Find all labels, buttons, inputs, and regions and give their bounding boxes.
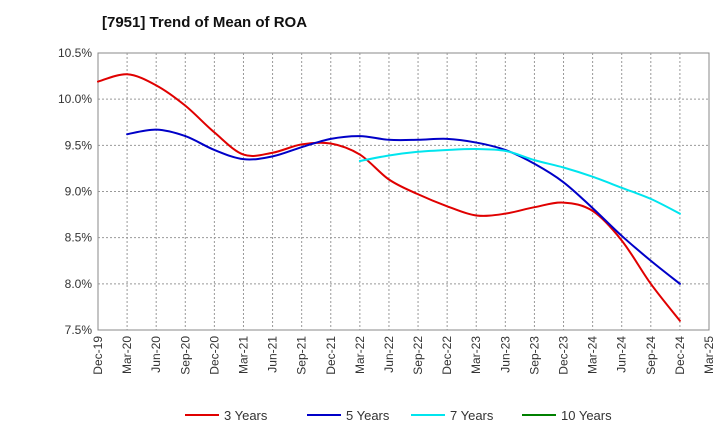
y-axis-ticks: 7.5% 8.0% 8.5% 9.0% 9.5% 10.0% 10.5% (58, 46, 92, 337)
x-tick-label: Jun-20 (149, 336, 163, 373)
series-line-7-years (358, 148, 681, 215)
x-tick-label: Dec-22 (440, 336, 454, 375)
y-tick-label: 10.0% (58, 92, 92, 106)
x-tick-label: Jun-24 (615, 336, 629, 373)
series-line-5-years (126, 128, 681, 285)
x-tick-label: Jun-23 (498, 336, 512, 373)
x-tick-label: Sep-20 (178, 336, 192, 375)
series-line-3-years (97, 73, 681, 322)
y-tick-label: 8.5% (65, 231, 93, 245)
x-tick-label: Dec-20 (207, 336, 221, 375)
chart-title: [7951] Trend of Mean of ROA (102, 14, 308, 31)
x-axis-ticks: Dec-19 Mar-20 Jun-20 Sep-20 Dec-20 Mar-21 Jun-… (91, 336, 716, 375)
legend-label-5-years: 5 Years (346, 408, 390, 423)
legend-label-3-years: 3 Years (224, 408, 268, 423)
y-tick-label: 9.0% (65, 185, 93, 199)
x-tick-label: Mar-20 (120, 336, 134, 374)
legend-label-7-years: 7 Years (450, 408, 494, 423)
x-tick-label: Mar-24 (586, 336, 600, 374)
y-tick-label: 10.5% (58, 46, 92, 60)
legend: 3 Years 5 Years 7 Years 10 Years (185, 408, 612, 423)
x-tick-label: Mar-23 (469, 336, 483, 374)
y-tick-label: 9.5% (65, 138, 93, 152)
x-tick-label: Dec-21 (324, 336, 338, 375)
x-tick-label: Mar-25 (702, 336, 716, 374)
x-tick-label: Sep-22 (411, 336, 425, 375)
x-tick-label: Sep-21 (295, 336, 309, 375)
series-lines (97, 73, 681, 322)
x-tick-label: Mar-21 (236, 336, 250, 374)
legend-label-10-years: 10 Years (561, 408, 612, 423)
x-tick-label: Dec-24 (673, 336, 687, 375)
x-tick-label: Jun-22 (382, 336, 396, 373)
x-tick-label: Dec-23 (557, 336, 571, 375)
y-tick-label: 7.5% (65, 323, 93, 337)
x-tick-label: Mar-22 (353, 336, 367, 374)
x-tick-label: Sep-23 (527, 336, 541, 375)
x-tick-label: Jun-21 (266, 336, 280, 373)
y-gridlines (98, 98, 709, 285)
x-tick-label: Sep-24 (644, 336, 658, 375)
x-tick-label: Dec-19 (91, 336, 105, 375)
y-tick-label: 8.0% (65, 277, 93, 291)
